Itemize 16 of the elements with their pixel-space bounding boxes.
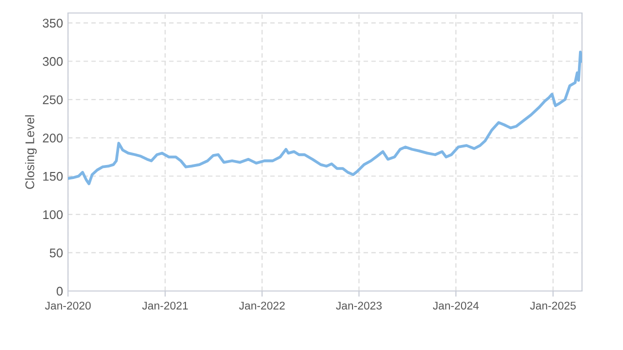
x-tick-label: Jan-2022 [239,302,285,310]
x-tick-label: Jan-2023 [336,302,382,310]
x-tick-label: Jan-2024 [432,302,479,310]
y-tick-label: 350 [42,18,63,28]
line-series [68,50,582,186]
y-axis-title: Closing Level [25,115,37,189]
y-tick-label: 250 [42,95,63,104]
y-tick-label: 50 [50,248,63,258]
y-tick-label: 150 [43,172,63,181]
y-tick-label: 200 [42,134,63,142]
x-tick-label: Jan-2021 [142,302,188,310]
y-tick-label: 300 [42,57,63,66]
x-tick-label: Jan-2020 [45,302,91,310]
y-tick-label: 100 [43,210,63,220]
y-tick-label: 0 [56,286,63,296]
x-tick-label: Jan-2025 [530,302,576,310]
